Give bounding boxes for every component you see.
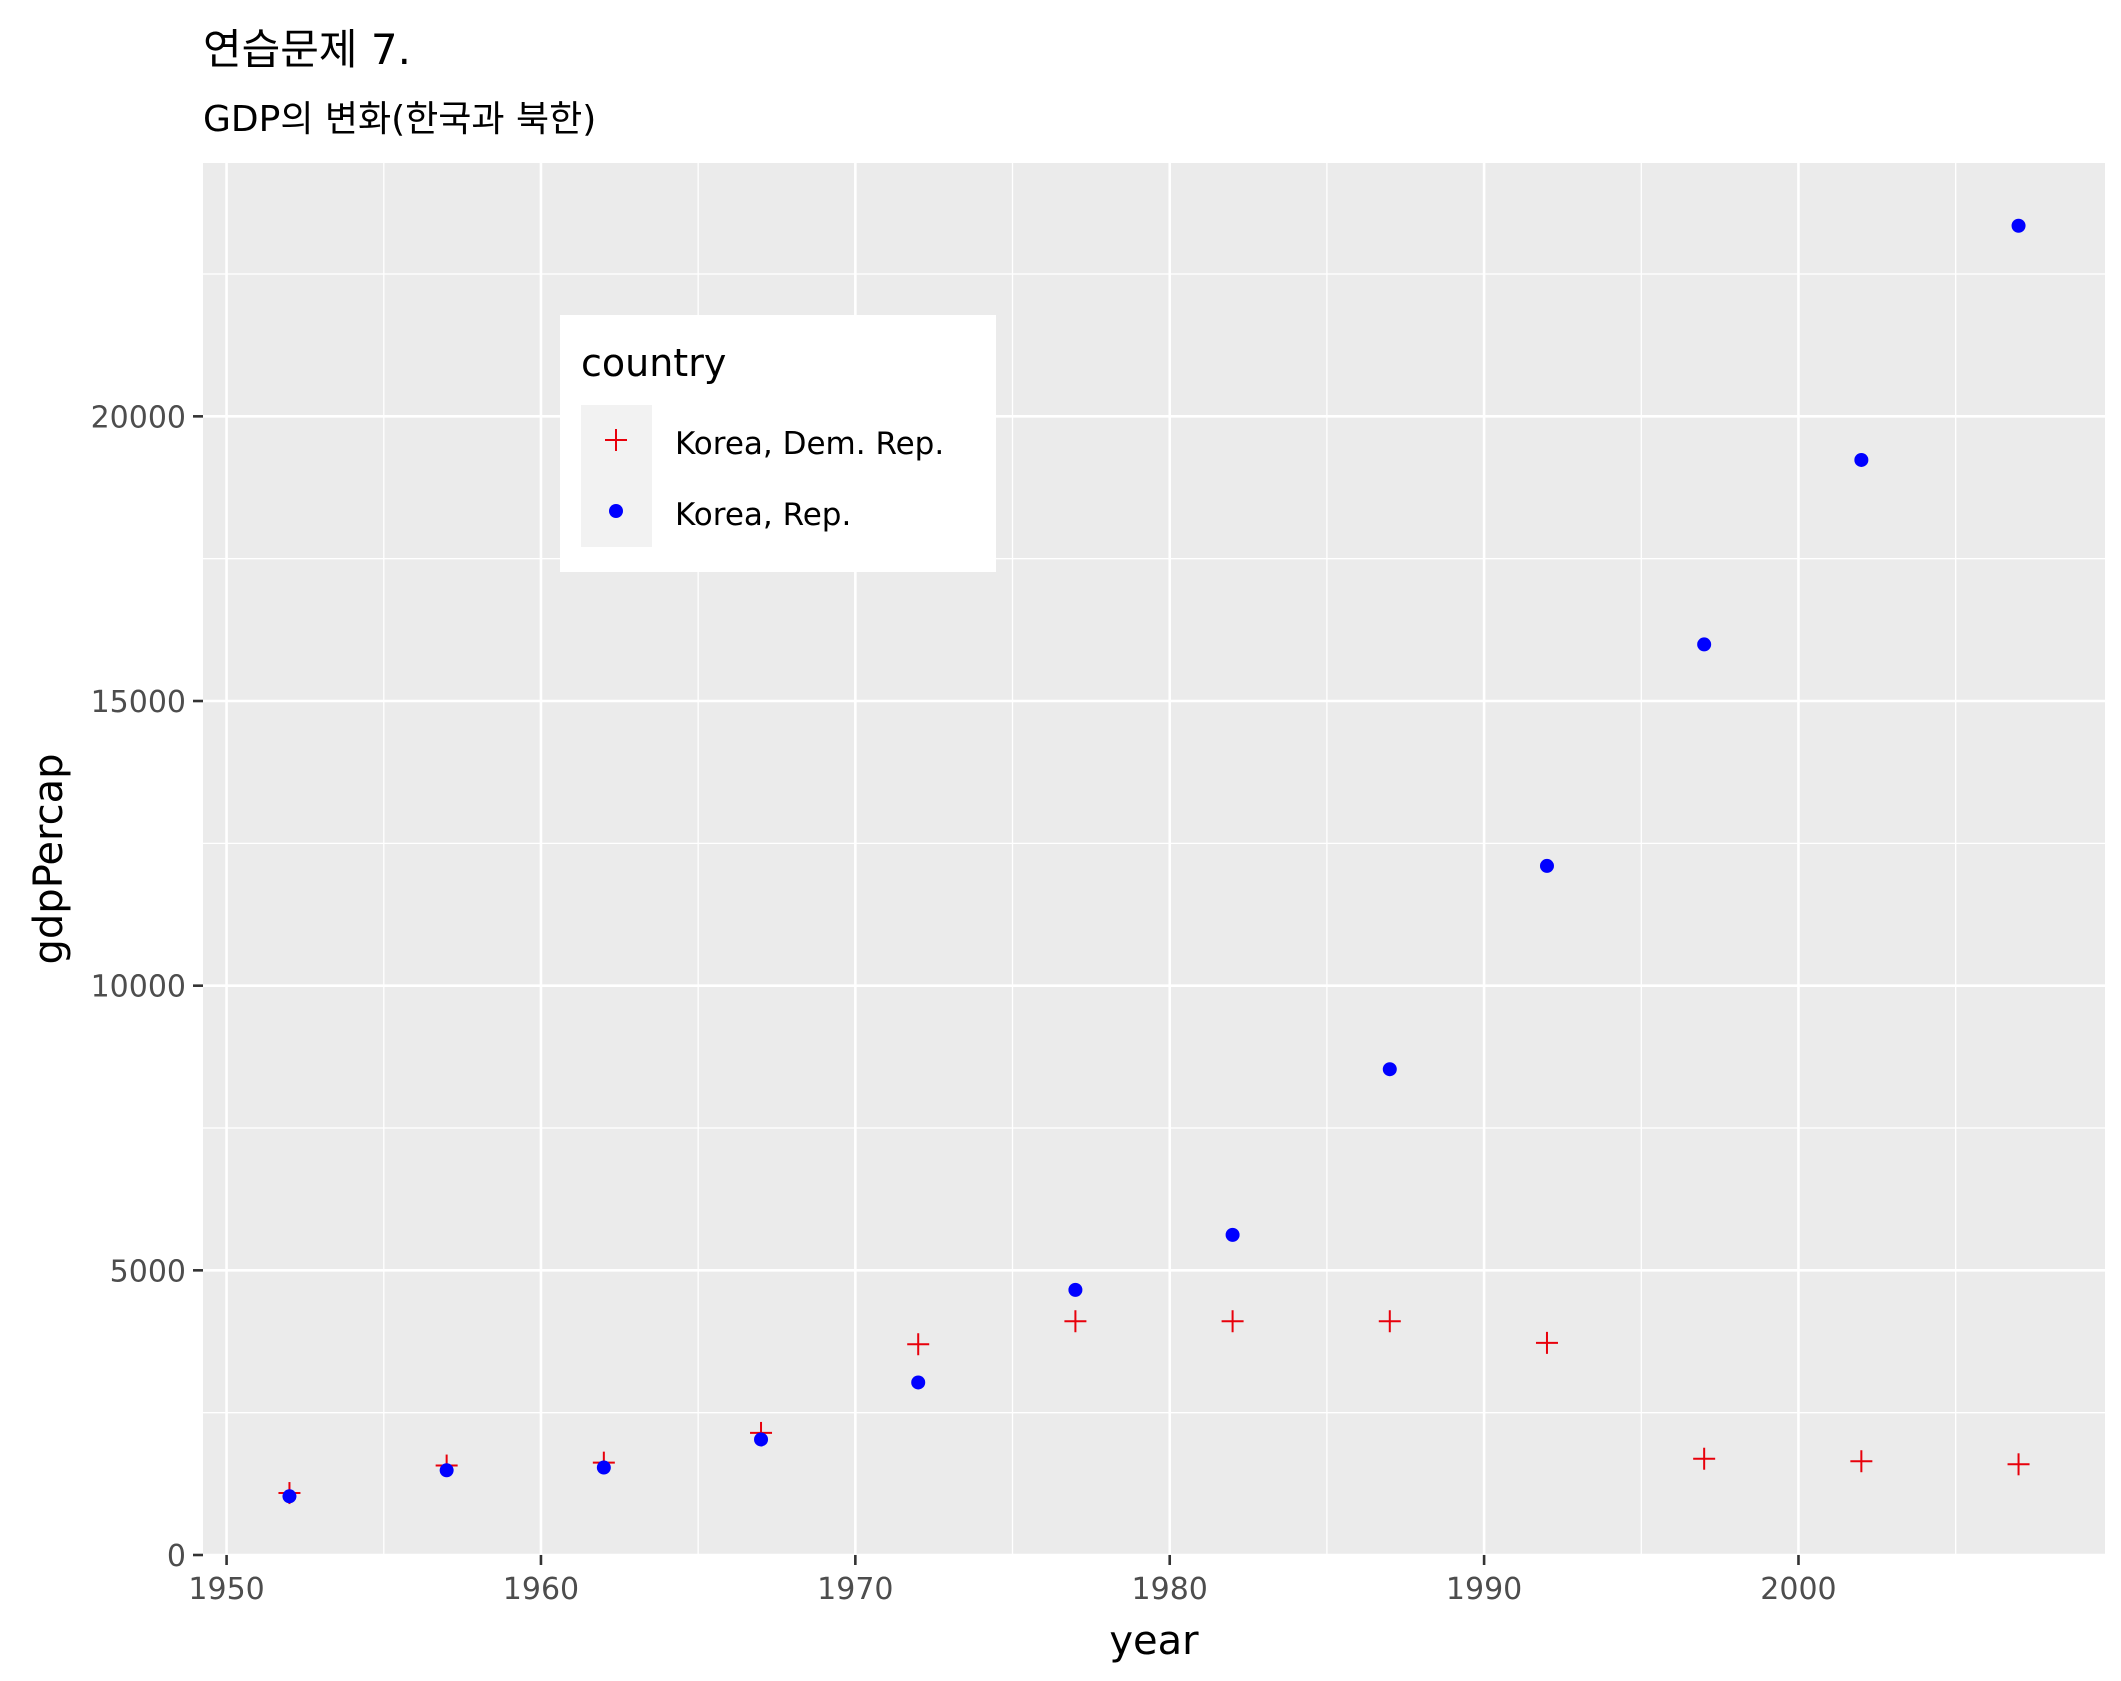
legend-key-dot-icon xyxy=(609,504,623,518)
y-tick-label: 15000 xyxy=(91,685,186,720)
x-tick-label: 2000 xyxy=(1760,1572,1836,1607)
x-tick-labels: 1950 1960 1970 1980 1990 2000 xyxy=(188,1572,1836,1607)
x-tick-label: 1980 xyxy=(1132,1572,1208,1607)
grid-major xyxy=(203,163,2105,1557)
x-tick-label: 1950 xyxy=(188,1572,264,1607)
point-korea-dem-rep xyxy=(1378,1310,1401,1333)
point-korea-dem-rep xyxy=(1221,1310,1244,1333)
point-korea-dem-rep xyxy=(1064,1310,1087,1333)
legend-title: country xyxy=(581,341,726,385)
point-korea-rep xyxy=(1539,858,1554,873)
chart-subtitle: GDP의 변화(한국과 북한) xyxy=(203,99,596,140)
y-tick-label: 10000 xyxy=(91,970,186,1005)
point-korea-rep xyxy=(1854,452,1869,467)
point-korea-rep xyxy=(439,1463,454,1478)
y-tick-label: 5000 xyxy=(110,1254,186,1289)
axis-ticks xyxy=(193,415,1800,1565)
legend-keys xyxy=(605,429,627,518)
x-tick-label: 1960 xyxy=(503,1572,579,1607)
x-tick-label: 1990 xyxy=(1446,1572,1522,1607)
y-tick-label: 0 xyxy=(167,1539,186,1574)
point-korea-rep xyxy=(282,1489,297,1504)
point-korea-rep xyxy=(2011,218,2026,233)
legend-key-plus-icon xyxy=(605,429,627,451)
point-korea-dem-rep xyxy=(1850,1450,1873,1473)
y-tick-label: 20000 xyxy=(91,400,186,435)
x-tick-label: 1970 xyxy=(817,1572,893,1607)
point-korea-rep xyxy=(1382,1062,1397,1077)
data-points xyxy=(278,218,2030,1505)
point-korea-dem-rep xyxy=(2007,1453,2030,1476)
chart-title: 연습문제 7. xyxy=(203,25,411,74)
legend-label-0: Korea, Dem. Rep. xyxy=(675,426,944,462)
x-axis-title: year xyxy=(1109,1618,1199,1664)
legend-label-1: Korea, Rep. xyxy=(675,497,851,533)
legend: country Korea, Dem. Rep. Korea, Rep. xyxy=(560,315,996,572)
point-korea-rep xyxy=(911,1375,926,1390)
point-korea-dem-rep xyxy=(1535,1331,1558,1354)
point-korea-dem-rep xyxy=(907,1333,930,1356)
point-korea-rep xyxy=(1225,1227,1240,1242)
point-korea-dem-rep xyxy=(1693,1447,1716,1470)
plot-panel xyxy=(203,163,2105,1555)
point-korea-rep xyxy=(596,1460,611,1475)
point-korea-rep xyxy=(1068,1282,1083,1297)
y-tick-labels: 0 5000 10000 15000 20000 xyxy=(91,400,186,1574)
point-korea-rep xyxy=(1697,637,1712,652)
point-korea-rep xyxy=(754,1432,769,1447)
y-axis-title: gdpPercap xyxy=(26,754,72,965)
